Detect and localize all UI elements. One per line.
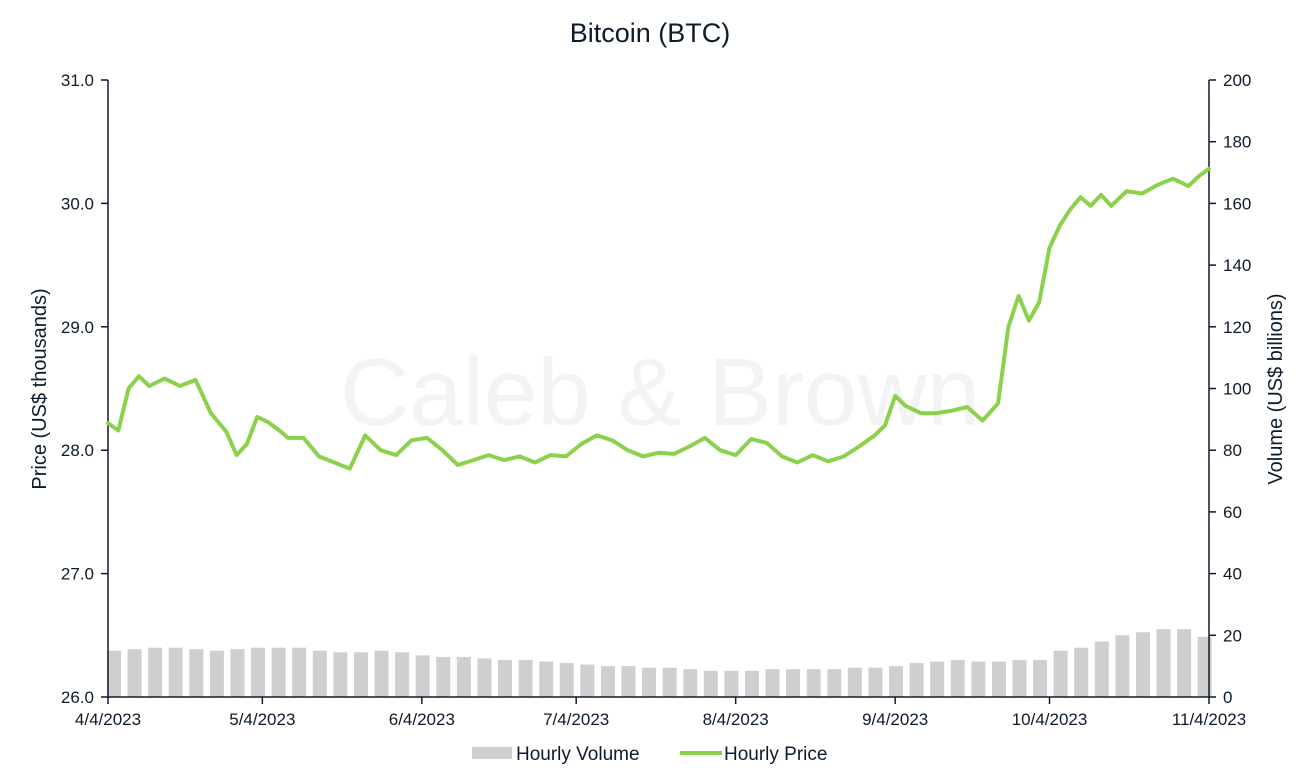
y-right-axis-title: Volume (US$ billions) xyxy=(1265,293,1287,484)
volume-bar xyxy=(415,655,430,697)
legend-label-price: Hourly Price xyxy=(724,744,827,765)
volume-bar xyxy=(868,667,883,697)
volume-bar xyxy=(786,669,801,697)
volume-bar xyxy=(765,669,780,697)
chart-title: Bitcoin (BTC) xyxy=(570,18,731,48)
watermark-text: Caleb & Brown xyxy=(340,339,980,446)
volume-bar xyxy=(518,659,533,697)
volume-bar xyxy=(703,670,718,697)
volume-bar xyxy=(1053,650,1068,697)
price-line-group xyxy=(106,166,1211,471)
volume-bar xyxy=(1094,641,1109,697)
x-tick-label: 11/4/2023 xyxy=(1172,710,1246,729)
volume-bar xyxy=(271,647,286,697)
volume-bar xyxy=(209,650,224,697)
price-line xyxy=(106,166,1211,471)
volume-bar xyxy=(559,663,574,697)
y-right-tick-label: 80 xyxy=(1223,441,1242,460)
volume-bar xyxy=(498,659,513,697)
volume-bar xyxy=(1033,659,1048,697)
volume-bar xyxy=(930,661,945,697)
volume-bar xyxy=(971,661,986,697)
volume-bar xyxy=(251,647,266,697)
volume-bar xyxy=(1177,629,1192,697)
volume-bar xyxy=(827,669,842,697)
x-tick-label: 8/4/2023 xyxy=(703,710,769,729)
volume-bar xyxy=(292,647,307,697)
volume-bar xyxy=(744,670,759,697)
volume-bar xyxy=(436,656,451,697)
volume-bar xyxy=(333,652,348,697)
volume-bar xyxy=(991,661,1006,697)
volume-bar xyxy=(621,666,636,697)
volume-bar xyxy=(539,661,554,697)
y-right-tick-label: 100 xyxy=(1223,380,1251,399)
y-right-tick-label: 160 xyxy=(1223,194,1251,213)
y-left-tick-label: 28.0 xyxy=(61,441,94,460)
y-left-tick-label: 27.0 xyxy=(61,565,94,584)
volume-bar xyxy=(909,663,924,697)
volume-bar xyxy=(395,652,410,697)
volume-bar xyxy=(580,664,595,697)
y-right-tick-label: 0 xyxy=(1223,688,1232,707)
volume-bar xyxy=(950,659,965,697)
y-right-tick-label: 40 xyxy=(1223,565,1242,584)
x-tick-label: 7/4/2023 xyxy=(543,710,609,729)
volume-bar xyxy=(642,667,657,697)
volume-bar xyxy=(374,650,389,697)
y-left-tick-label: 26.0 xyxy=(61,688,94,707)
volume-bar xyxy=(662,667,677,697)
y-right-tick-label: 120 xyxy=(1223,318,1251,337)
volume-bar xyxy=(1135,632,1150,697)
volume-bar xyxy=(189,649,204,697)
volume-bar xyxy=(107,650,121,697)
volume-bar xyxy=(1074,647,1089,697)
volume-bar xyxy=(456,656,471,697)
volume-bar xyxy=(1115,635,1130,697)
legend-label-volume: Hourly Volume xyxy=(516,744,640,765)
legend: Hourly Volume Hourly Price xyxy=(472,744,827,765)
volume-bar xyxy=(353,652,368,697)
volume-bar xyxy=(1012,659,1027,697)
volume-bars-group xyxy=(107,629,1212,697)
x-tick-label: 9/4/2023 xyxy=(862,710,928,729)
x-tick-label: 10/4/2023 xyxy=(1012,710,1088,729)
volume-bar xyxy=(127,649,142,697)
volume-bar xyxy=(230,649,245,697)
x-tick-label: 4/4/2023 xyxy=(75,710,141,729)
volume-bar xyxy=(1197,636,1212,697)
volume-bar xyxy=(683,669,698,697)
volume-bar xyxy=(600,666,615,697)
y-left-axis-title: Price (US$ thousands) xyxy=(29,288,51,489)
volume-bar xyxy=(148,647,163,697)
volume-bar xyxy=(724,670,739,697)
y-left-tick-label: 31.0 xyxy=(61,71,94,90)
y-right-tick-label: 180 xyxy=(1223,133,1251,152)
volume-bar xyxy=(312,650,327,697)
x-tick-label: 5/4/2023 xyxy=(229,710,295,729)
y-right-tick-label: 20 xyxy=(1223,626,1242,645)
volume-bar xyxy=(806,669,821,697)
volume-bar xyxy=(847,667,862,697)
volume-bar xyxy=(477,658,492,697)
legend-swatch-volume xyxy=(472,747,512,759)
x-tick-label: 6/4/2023 xyxy=(389,710,455,729)
y-right-tick-label: 140 xyxy=(1223,256,1251,275)
volume-bar xyxy=(168,647,183,697)
y-right-tick-label: 200 xyxy=(1223,71,1251,90)
volume-bar xyxy=(889,666,904,697)
axes-group: 26.0 27.0 28.0 29.0 30.0 31.0 0 20 40 60 80 100 120 1… xyxy=(61,71,1251,729)
y-right-tick-label: 60 xyxy=(1223,503,1242,522)
y-left-tick-label: 29.0 xyxy=(61,318,94,337)
volume-bar xyxy=(1156,629,1171,697)
y-left-tick-label: 30.0 xyxy=(61,194,94,213)
